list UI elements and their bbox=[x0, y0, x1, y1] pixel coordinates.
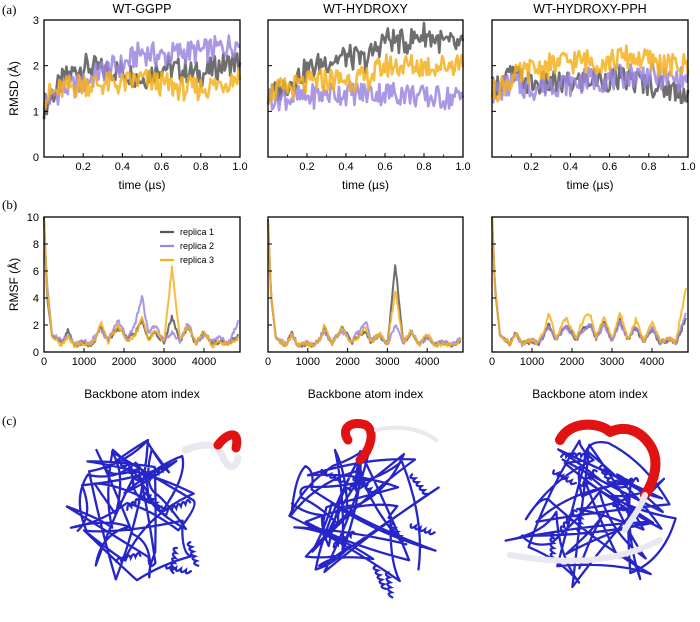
x-axis-label: time (µs) bbox=[119, 178, 166, 192]
x-tick-label: 0.2 bbox=[524, 161, 539, 173]
chart-title: WT-HYDROXY bbox=[323, 2, 408, 16]
x-axis-label: time (µs) bbox=[567, 178, 614, 192]
y-tick-label: 2 bbox=[33, 61, 39, 73]
flexible-loop bbox=[555, 419, 661, 500]
chart-panel-5: 0 1000 2000 3000 4000 Backbone atom index bbox=[265, 216, 464, 401]
y-tick-label: 6 bbox=[33, 266, 39, 278]
x-tick-label: 0.4 bbox=[115, 161, 130, 173]
x-tick-label: 2000 bbox=[335, 356, 359, 368]
y-tick-label: 2 bbox=[33, 320, 39, 332]
y-tick-label: 3 bbox=[33, 15, 39, 27]
flexible-loop bbox=[622, 492, 648, 533]
x-tick-label: 0.2 bbox=[76, 161, 91, 173]
chart-panel-4: 0 1000 2000 3000 4000 0 2 4 6 8 10 Backbone atom in… bbox=[6, 212, 241, 401]
series-line-replica-3 bbox=[491, 218, 687, 347]
chart-title: WT-HYDROXY-PPH bbox=[533, 2, 646, 16]
protein-helices bbox=[320, 468, 436, 599]
protein-backbone bbox=[65, 438, 196, 582]
series-line-replica-3 bbox=[267, 221, 462, 348]
x-tick-label: 2000 bbox=[112, 356, 136, 368]
x-tick-label: 0.6 bbox=[377, 161, 392, 173]
series-line-replica-2 bbox=[491, 61, 690, 104]
x-tick-label: 0.6 bbox=[154, 161, 169, 173]
x-tick-label: 0.8 bbox=[193, 161, 208, 173]
series-line-replica-3 bbox=[43, 219, 239, 349]
y-tick-label: 0 bbox=[33, 152, 39, 164]
y-tick-label: 0 bbox=[33, 347, 39, 359]
x-tick-label: 0.4 bbox=[338, 161, 353, 173]
x-tick-label: 0.2 bbox=[299, 161, 314, 173]
x-tick-label: 0 bbox=[41, 356, 47, 368]
chart-panel-2: 0.2 0.4 0.6 0.8 1.0 time (µs) WT-HYDROXY bbox=[266, 2, 471, 192]
x-tick-label: 4000 bbox=[192, 356, 216, 368]
flexible-loop bbox=[181, 441, 242, 471]
y-tick-label: 10 bbox=[27, 212, 39, 224]
protein-helices bbox=[549, 452, 640, 560]
x-tick-label: 4000 bbox=[640, 356, 664, 368]
y-tick-label: 4 bbox=[33, 293, 39, 305]
series-line-replica-2 bbox=[42, 34, 241, 111]
x-tick-label: 0.4 bbox=[563, 161, 578, 173]
series-line-replica-3 bbox=[490, 44, 690, 103]
protein-ribbon-icon-1 bbox=[65, 430, 242, 582]
x-tick-label: 0.8 bbox=[416, 161, 431, 173]
x-tick-label: 0 bbox=[265, 356, 271, 368]
x-tick-label: 1000 bbox=[72, 356, 96, 368]
series-line-replica-2 bbox=[266, 80, 465, 112]
plot-frame bbox=[267, 216, 464, 353]
x-axis-label: time (µs) bbox=[342, 178, 389, 192]
flexible-loop bbox=[374, 425, 438, 442]
x-tick-label: 1.0 bbox=[232, 161, 247, 173]
x-tick-label: 1000 bbox=[520, 356, 544, 368]
x-tick-label: 0.8 bbox=[641, 161, 656, 173]
legend-label: replica 2 bbox=[180, 241, 214, 251]
plot-frame bbox=[43, 216, 241, 353]
x-tick-label: 3000 bbox=[600, 356, 624, 368]
x-axis-label: Backbone atom index bbox=[308, 387, 423, 401]
panel-letter: (b) bbox=[2, 197, 17, 212]
y-tick-label: 1 bbox=[33, 106, 39, 118]
charts-layer: 0.2 0.4 0.6 0.8 1.0 0 1 2 3 time (µs) RMSD (Å) WT-G… bbox=[6, 2, 696, 401]
flexible-loop bbox=[340, 419, 376, 465]
series-line-replica-3 bbox=[42, 66, 242, 111]
protein-backbone bbox=[504, 439, 677, 589]
series-line-replica-3 bbox=[266, 53, 465, 105]
panel-letter: (c) bbox=[2, 413, 16, 428]
protein-helices bbox=[115, 461, 200, 575]
x-axis-label: Backbone atom index bbox=[84, 387, 199, 401]
x-tick-label: 0.6 bbox=[602, 161, 617, 173]
flexible-loop bbox=[507, 537, 663, 564]
legend-label: replica 3 bbox=[180, 255, 214, 265]
legend: replica 1 replica 2 replica 3 bbox=[160, 227, 214, 265]
structures-layer bbox=[65, 419, 677, 599]
panel-letters: (a) (b) (c) bbox=[2, 2, 17, 428]
x-tick-label: 1.0 bbox=[455, 161, 470, 173]
panel-letter: (a) bbox=[2, 2, 16, 17]
protein-ribbon-icon-2 bbox=[288, 419, 440, 599]
x-tick-label: 1000 bbox=[296, 356, 320, 368]
x-tick-label: 0 bbox=[489, 356, 495, 368]
x-tick-label: 3000 bbox=[152, 356, 176, 368]
chart-panel-3: 0.2 0.4 0.6 0.8 1.0 time (µs) WT-HYDROXY-PPH bbox=[490, 2, 696, 192]
legend-label: replica 1 bbox=[180, 227, 214, 237]
y-tick-label: 8 bbox=[33, 239, 39, 251]
y-axis-label: RMSF (Å) bbox=[6, 258, 21, 311]
x-tick-label: 1.0 bbox=[680, 161, 695, 173]
protein-ribbon-icon-3 bbox=[504, 419, 677, 589]
plot-frame bbox=[491, 216, 689, 353]
x-axis-label: Backbone atom index bbox=[532, 387, 647, 401]
chart-panel-6: 0 1000 2000 3000 4000 Backbone atom index bbox=[489, 216, 689, 401]
chart-panel-1: 0.2 0.4 0.6 0.8 1.0 0 1 2 3 time (µs) RMSD (Å) WT-G… bbox=[6, 2, 248, 192]
x-tick-label: 3000 bbox=[375, 356, 399, 368]
y-axis-label: RMSD (Å) bbox=[6, 61, 21, 116]
chart-title: WT-GGPP bbox=[112, 2, 171, 16]
x-tick-label: 2000 bbox=[560, 356, 584, 368]
x-tick-label: 4000 bbox=[415, 356, 439, 368]
protein-backbone bbox=[288, 441, 440, 583]
flexible-loop bbox=[213, 430, 242, 453]
